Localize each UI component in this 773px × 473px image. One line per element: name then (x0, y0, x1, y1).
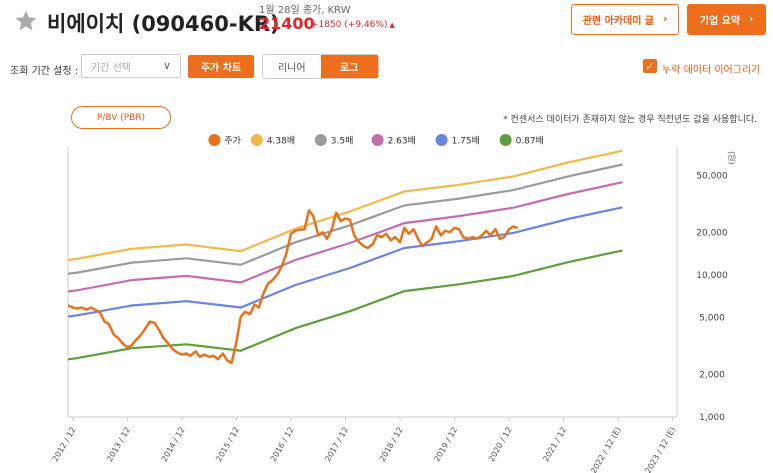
related-academy-label: 관련 아카데미 글 (582, 16, 655, 27)
chevron-right-icon: › (663, 14, 668, 25)
y-unit-label: (원) (727, 151, 736, 165)
favorite-star-icon[interactable] (14, 9, 38, 33)
period-select-placeholder: 기간 선택 (91, 62, 131, 74)
legend-swatch (250, 134, 263, 146)
legend-label: 3.5배 (331, 136, 354, 147)
legend-label: 2.63배 (388, 136, 416, 147)
band-line (68, 163, 623, 275)
x-axis-ticks: 2012 / 12 2013 / 12 2014 / 12 2015 / 12 2016… (51, 417, 677, 473)
legend-label: 주가 (224, 136, 241, 147)
up-triangle-icon: ▲ (389, 21, 395, 29)
legend-label: 0.87배 (516, 136, 544, 147)
price-change-value: +1850 (+9.46%) (311, 20, 388, 30)
company-title: 비에이치 (090460-KR) (47, 12, 280, 36)
legend-swatch (371, 134, 384, 146)
y-tick-label: 2,000 (699, 370, 725, 380)
band-line (68, 206, 623, 318)
x-tick-label: 2014 / 12 (160, 426, 187, 464)
band-line (68, 149, 623, 262)
consensus-note: * 컨센서스 데이터가 존재하지 않는 경우 직전년도 값을 사용합니다. (503, 115, 757, 125)
legend-swatch (499, 134, 512, 146)
pbr-band-chart: 주가 4.38배 3.5배 2.63배 1.75배 0.87배 2012 / 12 2013… (51, 134, 736, 473)
chart-legend: 주가 4.38배 3.5배 2.63배 1.75배 0.87배 (208, 134, 544, 147)
x-tick-label: 2018 / 12 (378, 426, 405, 464)
y-tick-label: 5,000 (699, 314, 725, 324)
period-select[interactable]: 기간 선택 ∨ (81, 54, 181, 78)
metric-pill[interactable]: P/BV (PBR) (71, 106, 171, 129)
price-series (68, 209, 519, 365)
x-tick-label: 2019 / 12 (432, 426, 459, 464)
legend-label: 4.38배 (267, 136, 295, 147)
legend-label: 1.75배 (452, 136, 480, 147)
chevron-right-icon: › (749, 14, 754, 25)
x-tick-label: 2012 / 12 (51, 426, 78, 464)
y-tick-label: 1,000 (699, 413, 725, 423)
band-line (68, 249, 623, 361)
connect-missing-label: 누락 데이터 이어그리기 (662, 65, 761, 76)
legend-swatch (435, 134, 448, 146)
price-chart-button[interactable]: 주가 차트 (188, 55, 254, 78)
related-academy-button[interactable]: 관련 아카데미 글 › (571, 4, 679, 35)
y-tick-label: 50,000 (696, 172, 728, 182)
y-tick-label: 20,000 (696, 228, 728, 238)
y-tick-label: 10,000 (696, 271, 728, 281)
x-tick-label: 2022 / 12 (E) (589, 426, 623, 473)
band-line (68, 181, 623, 293)
legend-swatch (208, 134, 221, 146)
scale-toggle: 리니어 로그 (262, 54, 379, 79)
y-axis-ticks: 50,000 20,000 10,000 5,000 2,000 1,000 (원) (696, 151, 736, 423)
company-summary-label: 기업 요약 (699, 16, 741, 27)
legend-swatch (314, 134, 327, 146)
company-summary-button[interactable]: 기업 요약 › (687, 4, 766, 35)
chevron-down-icon: ∨ (162, 59, 171, 72)
connect-missing-checkbox[interactable]: ✓ (643, 59, 657, 73)
scale-linear-button[interactable]: 리니어 (263, 55, 321, 78)
x-tick-label: 2023 / 12 (E) (643, 426, 677, 473)
period-label: 조회 기간 설정 : (10, 66, 79, 77)
price-date: 1월 28일 종가, KRW (259, 5, 351, 16)
x-tick-label: 2020 / 12 (487, 426, 514, 464)
scale-log-button[interactable]: 로그 (320, 55, 378, 78)
price-change: +1850 (+9.46%) ▲ (311, 20, 395, 30)
chart-axes (67, 147, 678, 418)
x-tick-label: 2021 / 12 (541, 426, 568, 464)
x-tick-label: 2017 / 12 (323, 426, 350, 464)
x-tick-label: 2013 / 12 (105, 426, 132, 464)
x-tick-label: 2015 / 12 (214, 426, 241, 464)
price-line (68, 209, 519, 365)
x-tick-label: 2016 / 12 (269, 426, 296, 464)
current-price: 21400 (259, 14, 315, 33)
